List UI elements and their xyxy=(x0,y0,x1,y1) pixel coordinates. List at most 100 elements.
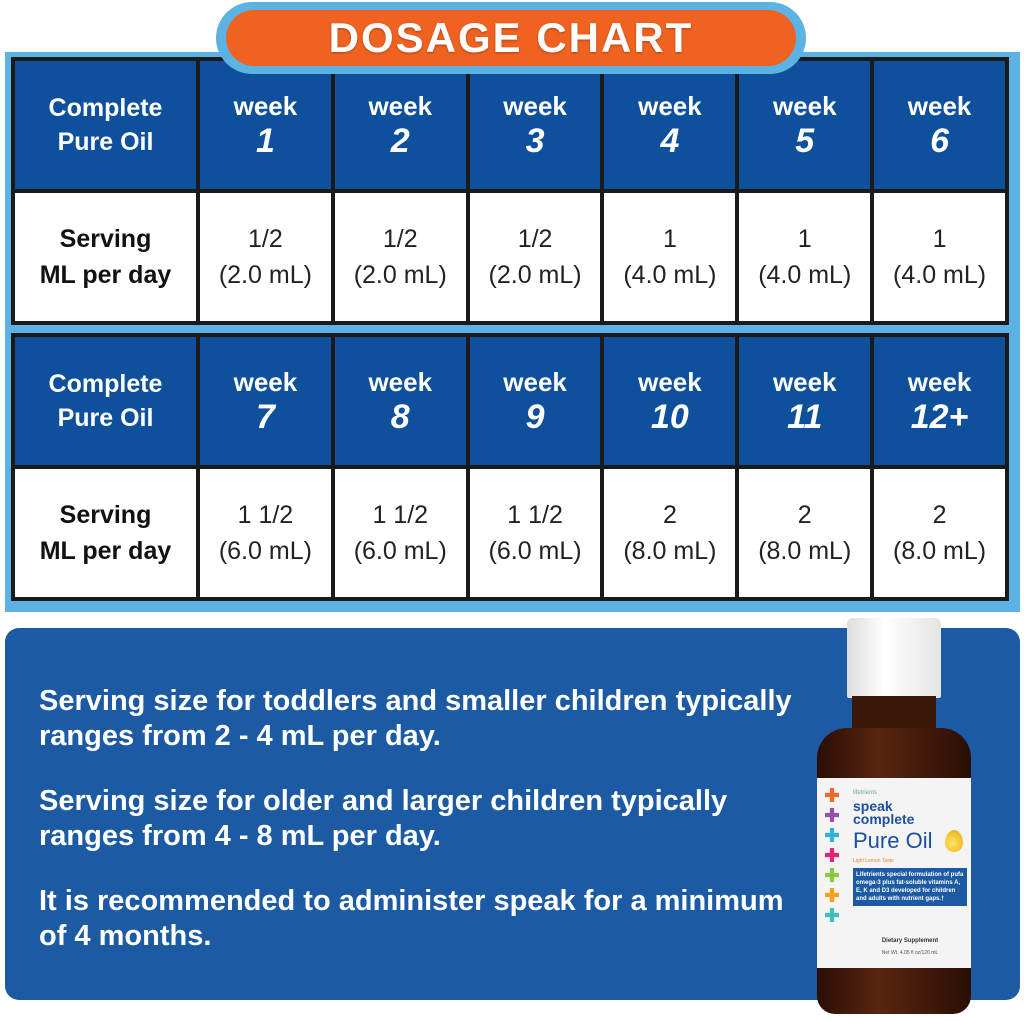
serving-label-line: Serving xyxy=(59,501,152,529)
serving-ml: (4.0 mL) xyxy=(623,261,717,289)
serving-ml: (4.0 mL) xyxy=(893,261,987,289)
week-number: 4 xyxy=(660,122,680,160)
week-word: week xyxy=(772,91,837,121)
row-label-line: Complete xyxy=(48,370,163,398)
week-word: week xyxy=(638,91,702,121)
serving-amount: 2 xyxy=(797,501,812,529)
serving-ml: (2.0 mL) xyxy=(218,261,312,289)
serving-label: Serving ML per day xyxy=(15,469,196,597)
week-header: week 8 xyxy=(334,337,466,465)
week-header: week 10 xyxy=(604,337,736,465)
supplement-label: Dietary Supplement xyxy=(881,938,939,944)
dosage-table-weeks-1-6: Complete Pure Oil week 1 week 2 week 3 week 4 week… xyxy=(11,57,1009,325)
week-word: week xyxy=(907,367,972,397)
product-bottle-image: lifetrients speak complete Pure Oil Light… xyxy=(812,618,972,1018)
week-number: 2 xyxy=(390,122,410,160)
serving-ml: (4.0 mL) xyxy=(758,261,852,289)
week-number: 10 xyxy=(650,398,689,436)
cross-icon xyxy=(825,908,839,922)
week-header: week 9 xyxy=(469,337,601,465)
week-header: week 4 xyxy=(604,61,736,189)
serving-cell: 1/2 (2.0 mL) xyxy=(469,193,601,321)
serving-cell: 1/2 (2.0 mL) xyxy=(334,193,466,321)
serving-cell: 1 1/2 (6.0 mL) xyxy=(334,469,466,597)
serving-ml: (8.0 mL) xyxy=(758,537,852,565)
brand-logo: lifetrients xyxy=(853,790,878,796)
serving-cell: 2 (8.0 mL) xyxy=(739,469,871,597)
week-number: 12+ xyxy=(910,398,969,436)
row-label-header: Complete Pure Oil xyxy=(15,61,196,189)
row-label-line: Complete xyxy=(48,94,163,122)
cross-icon xyxy=(825,868,839,882)
serving-cell: 1 (4.0 mL) xyxy=(739,193,871,321)
product-name: speak complete xyxy=(853,798,915,827)
week-word: week xyxy=(503,367,567,397)
cross-icon xyxy=(825,848,839,862)
serving-amount: 1/2 xyxy=(382,225,418,253)
cross-icon xyxy=(825,788,839,802)
week-number: 7 xyxy=(255,398,275,436)
chart-title: DOSAGE CHART xyxy=(226,10,796,66)
serving-amount: 1 xyxy=(662,225,677,253)
serving-cell: 2 (8.0 mL) xyxy=(874,469,1005,597)
serving-label-line: ML per day xyxy=(39,261,172,289)
serving-label-line: ML per day xyxy=(39,537,172,565)
serving-cell: 1/2 (2.0 mL) xyxy=(200,193,331,321)
cross-icon xyxy=(825,828,839,842)
row-label-line: Pure Oil xyxy=(57,404,154,432)
serving-amount: 2 xyxy=(662,501,677,529)
serving-cell: 1 (4.0 mL) xyxy=(874,193,1005,321)
serving-amount: 1 1/2 xyxy=(237,501,294,529)
week-number: 3 xyxy=(525,122,545,160)
week-word: week xyxy=(233,91,298,121)
info-older-children: Serving size for older and larger childr… xyxy=(39,785,728,852)
week-number: 6 xyxy=(930,122,950,160)
product-variant: Pure Oil xyxy=(853,828,933,853)
serving-amount: 1 xyxy=(797,225,812,253)
product-description: Lifetrients special formulation of pufa … xyxy=(853,868,967,906)
week-number: 5 xyxy=(795,122,815,160)
week-word: week xyxy=(907,91,972,121)
week-header: week 1 xyxy=(200,61,331,189)
serving-ml: (2.0 mL) xyxy=(488,261,582,289)
week-word: week xyxy=(772,367,837,397)
cross-icon xyxy=(825,888,839,902)
serving-cell: 1 1/2 (6.0 mL) xyxy=(469,469,601,597)
net-weight: Net Wt. 4.05 fl oz/120 mL xyxy=(881,950,939,956)
bottle-cap xyxy=(847,618,941,698)
serving-ml: (6.0 mL) xyxy=(488,537,582,565)
week-number: 8 xyxy=(390,398,410,436)
week-number: 11 xyxy=(787,398,823,436)
serving-ml: (6.0 mL) xyxy=(353,537,447,565)
dosage-table-weeks-7-12: Complete Pure Oil week 7 week 8 week 9 week 10 wee… xyxy=(11,333,1009,601)
cross-icon xyxy=(825,808,839,822)
week-header: week 11 xyxy=(739,337,871,465)
week-number: 9 xyxy=(525,398,545,436)
serving-ml: (8.0 mL) xyxy=(893,537,987,565)
week-header: week 5 xyxy=(739,61,871,189)
serving-ml: (8.0 mL) xyxy=(623,537,717,565)
week-word: week xyxy=(368,91,433,121)
serving-label: Serving ML per day xyxy=(15,193,196,321)
info-toddlers: Serving size for toddlers and smaller ch… xyxy=(39,685,792,752)
title-banner: DOSAGE CHART xyxy=(216,2,806,74)
oil-drop-icon xyxy=(945,830,963,852)
serving-cell: 1 1/2 (6.0 mL) xyxy=(200,469,331,597)
name-speak: speak xyxy=(853,798,893,814)
serving-amount: 2 xyxy=(932,501,947,529)
bottle-body: lifetrients speak complete Pure Oil Light… xyxy=(817,728,971,1014)
name-complete: complete xyxy=(853,811,915,827)
serving-amount: 1 1/2 xyxy=(507,501,563,529)
week-header: week 6 xyxy=(874,61,1005,189)
serving-amount: 1 1/2 xyxy=(372,501,429,529)
serving-ml: (2.0 mL) xyxy=(353,261,447,289)
row-label-header: Complete Pure Oil xyxy=(15,337,196,465)
week-number: 1 xyxy=(255,122,275,160)
serving-cell: 2 (8.0 mL) xyxy=(604,469,736,597)
row-label-line: Pure Oil xyxy=(57,128,154,156)
week-header: week 7 xyxy=(200,337,331,465)
serving-amount: 1 xyxy=(932,225,947,253)
week-word: week xyxy=(368,367,433,397)
week-header: week 3 xyxy=(469,61,601,189)
week-word: week xyxy=(233,367,298,397)
